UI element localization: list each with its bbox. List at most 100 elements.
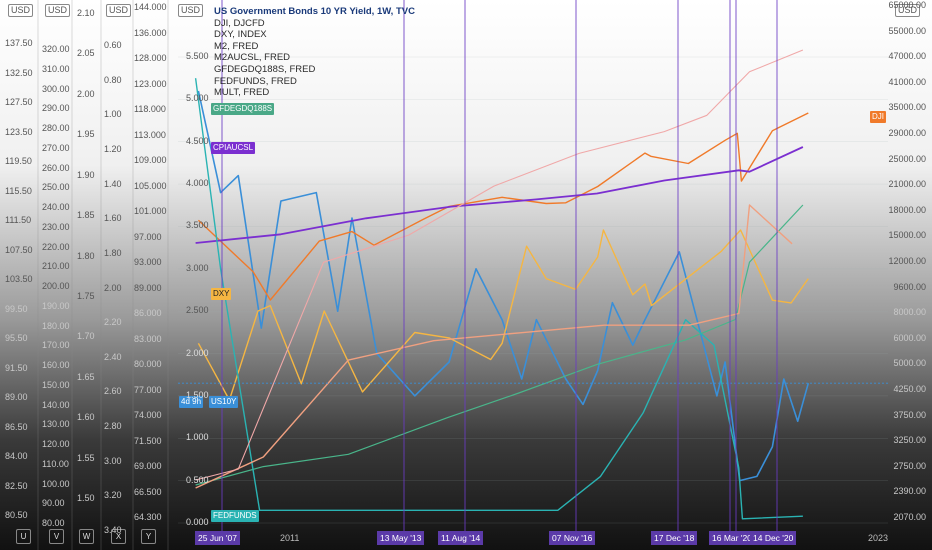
axis-tick-label: 2.80 (104, 421, 122, 432)
legend-title: US Government Bonds 10 YR Yield, 1W, TVC (214, 6, 415, 17)
axis-tick-label: 1.20 (104, 143, 122, 154)
axis-tick-label: 150.00 (42, 379, 70, 390)
axis-tick-label: 95.50 (5, 333, 28, 343)
axis-tick-label: 1.60 (77, 412, 95, 423)
axis-tick-label: 6000.00 (893, 332, 926, 343)
series-line-dji (197, 112, 809, 301)
series-tag-us10y-countdown: 4d 9h (179, 396, 204, 408)
axis-tick-label: 55000.00 (888, 25, 926, 36)
axis-tick-label: 2750.00 (893, 460, 926, 471)
axis-tick-label: 3.000 (186, 262, 209, 273)
series-line-mult (195, 49, 804, 481)
axis-tick-label: 101.000 (134, 206, 167, 216)
axis-tick-label: 89.00 (5, 392, 28, 402)
axis-tick-label: 2.000 (186, 347, 209, 358)
axis-tick-label: 127.50 (5, 97, 33, 107)
axis-tick-label: 82.50 (5, 480, 28, 491)
series-tag-us10y: US10Y (209, 396, 239, 408)
axis-tick-label: 300.00 (42, 83, 70, 94)
axis-tick-label: 2.00 (77, 88, 95, 99)
legend-entry[interactable]: M2AUCSL, FRED (214, 52, 291, 64)
axis-tick-label: 74.000 (134, 410, 162, 420)
axis-tick-label: 0.500 (186, 474, 209, 485)
currency-button[interactable]: USD (45, 4, 71, 17)
axis-tick-label: 86.000 (134, 308, 162, 318)
legend-entry[interactable]: FEDFUNDS, FRED (214, 75, 297, 87)
axis-tick-label: 270.00 (42, 142, 70, 153)
year-label: 2023 (868, 533, 889, 543)
series-line-us10y (197, 90, 810, 482)
axis-tick-label: 100.00 (42, 478, 70, 489)
axis-tick-label: 1.55 (77, 452, 95, 463)
axis-tick-label: 1.80 (77, 250, 95, 261)
series-line-dxy (197, 229, 809, 401)
axis-tick-label: 71.500 (134, 435, 162, 446)
axis-tick-label: 180.00 (42, 320, 70, 331)
axis-tick-label: 2390.00 (893, 486, 926, 497)
axis-tick-label: 310.00 (42, 63, 70, 74)
axis-tick-label: 109.000 (134, 155, 167, 165)
axis-tick-label: 83.000 (134, 333, 162, 344)
legend-entry[interactable]: DJI, DJCFD (214, 17, 265, 29)
axis-tick-label: 1.85 (77, 210, 95, 221)
axis-tick-label: 2.40 (104, 351, 122, 362)
axis-tick-label: 190.00 (42, 300, 70, 311)
legend-entry[interactable]: DXY, INDEX (214, 29, 267, 41)
axis-tick-label: 99.50 (5, 303, 28, 314)
axis-tick-label: 130.00 (42, 419, 70, 430)
axis-tick-label: 160.00 (42, 360, 70, 370)
currency-button[interactable]: USD (8, 4, 34, 17)
axis-tick-label: 0.80 (104, 74, 122, 85)
axis-tick-label: 97.000 (134, 231, 162, 242)
chart-legend: US Government Bonds 10 YR Yield, 1W, TVC… (214, 6, 415, 99)
axis-tick-label: 4.500 (186, 135, 209, 146)
axis-tick-label: 3.40 (104, 525, 122, 535)
axis-tick-label: 3.00 (104, 455, 122, 466)
axis-tick-label: 80.50 (5, 510, 28, 520)
axis-tick-label: 1.000 (186, 432, 209, 443)
currency-button[interactable]: USD (178, 4, 204, 17)
axis-tick-label: 1.95 (77, 129, 95, 140)
axis-tick-label: 80.00 (42, 518, 65, 528)
axis-tick-label: 1.60 (104, 213, 122, 224)
axis-tick-label: 113.000 (134, 129, 166, 140)
legend-entry[interactable]: MULT, FRED (214, 87, 270, 99)
axis-tick-label: 123.50 (5, 126, 33, 137)
legend-entry[interactable]: GFDEGDQ188S, FRED (214, 63, 316, 75)
axis-tick-label: 18000.00 (888, 204, 926, 215)
currency-button[interactable]: USD (106, 4, 132, 17)
axis-tick-label: 2.05 (77, 48, 95, 59)
axis-tick-label: 90.00 (42, 498, 65, 509)
axis-tick-label: 47000.00 (888, 51, 926, 62)
axis-tick-label: 66.500 (134, 486, 162, 497)
event-date-label: 11 Aug '14 (438, 531, 484, 545)
axis-tick-label: 103.50 (5, 274, 33, 284)
axis-tick-label: 15000.00 (888, 230, 926, 241)
axis-tick-label: 0.000 (186, 517, 209, 527)
currency-button[interactable]: USD (895, 4, 921, 17)
event-date-label: 17 Dec '18 (651, 531, 698, 545)
axis-tick-label: 2.10 (77, 8, 95, 18)
axis-tick-label: 1.500 (186, 389, 209, 400)
axis-letter-x[interactable]: X (111, 529, 126, 544)
axis-letter-w[interactable]: W (79, 529, 94, 544)
axis-letter-y[interactable]: Y (141, 529, 156, 544)
axis-tick-label: 123.000 (134, 78, 167, 89)
axis-tick-label: 118.000 (134, 104, 166, 114)
axis-tick-label: 4250.00 (893, 384, 926, 394)
axis-tick-label: 137.50 (5, 38, 33, 48)
axis-tick-label: 119.50 (5, 156, 32, 166)
series-tag-gfdegdq: GFDEGDQ188S (211, 103, 275, 115)
axis-tick-label: 64.300 (134, 512, 162, 522)
event-date-label: 25 Jun '07 (195, 531, 240, 545)
axis-tick-label: 2.60 (104, 386, 122, 397)
legend-entry[interactable]: M2, FRED (214, 40, 259, 52)
axis-tick-label: 132.50 (5, 67, 33, 78)
axis-letter-v[interactable]: V (49, 529, 64, 544)
axis-tick-label: 107.50 (5, 244, 33, 255)
axis-letter-u[interactable]: U (16, 529, 31, 544)
series-tag-cpiaucsl: CPIAUCSL (211, 142, 256, 154)
axis-tick-label: 25000.00 (888, 153, 926, 164)
series-line-fedfunds (194, 78, 803, 520)
axis-tick-label: 1.00 (104, 109, 122, 120)
